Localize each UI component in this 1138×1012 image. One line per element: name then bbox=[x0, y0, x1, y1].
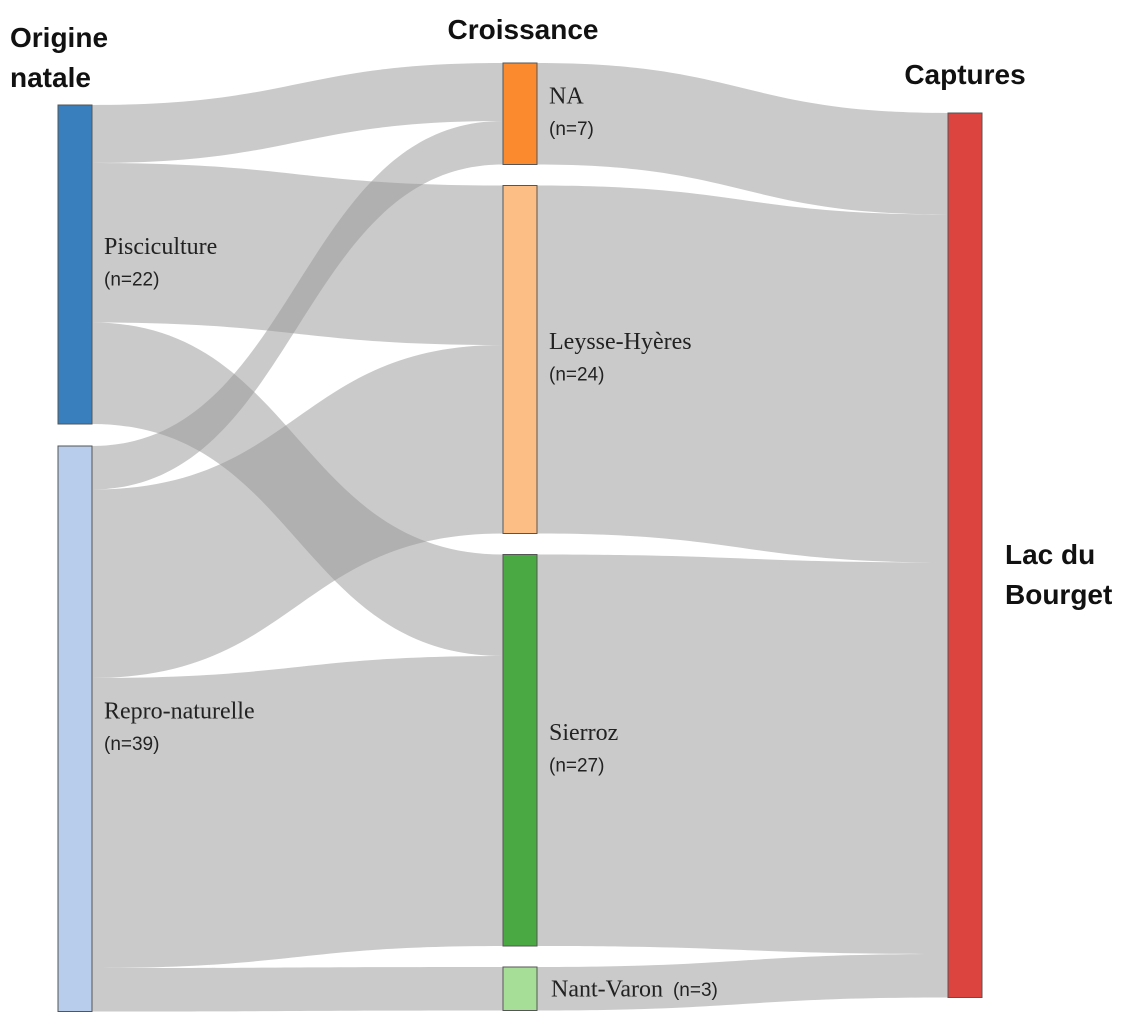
column-title: Croissance bbox=[447, 14, 599, 45]
node-bar bbox=[57, 104, 93, 425]
node-count: (n=3) bbox=[673, 980, 718, 1001]
node-label: NA bbox=[549, 83, 584, 109]
node-bar bbox=[57, 445, 93, 1012]
node-label: Repro-naturelle bbox=[104, 698, 255, 724]
column-title: Captures bbox=[904, 59, 1026, 90]
node-count: (n=24) bbox=[549, 365, 604, 386]
node-bar bbox=[502, 554, 538, 947]
flow-link bbox=[92, 63, 503, 163]
flow-link bbox=[537, 63, 948, 215]
flow-link bbox=[92, 656, 503, 968]
flow-link bbox=[537, 954, 948, 1011]
flow-link bbox=[92, 345, 503, 678]
node-count: (n=22) bbox=[104, 270, 159, 291]
node-count: (n=27) bbox=[549, 755, 604, 776]
node-label: Pisciculture bbox=[104, 234, 217, 260]
flow-link bbox=[537, 185, 948, 563]
links bbox=[92, 63, 948, 1012]
flow-link bbox=[92, 967, 503, 1012]
node-label: Nant-Varon bbox=[551, 976, 663, 1002]
node-bar bbox=[502, 185, 538, 534]
node-count: (n=7) bbox=[549, 119, 594, 140]
node-label: Lac du Bourget bbox=[1005, 539, 1113, 610]
node-bar bbox=[502, 62, 538, 165]
node-count: (n=39) bbox=[104, 734, 159, 755]
flow-link bbox=[537, 554, 948, 954]
column-title: Origine natale bbox=[10, 22, 109, 93]
node-bar bbox=[947, 112, 983, 998]
node-label: Leysse-Hyères bbox=[549, 329, 692, 355]
flow-link bbox=[92, 163, 503, 345]
node-label: Sierroz bbox=[549, 720, 618, 746]
node-bar bbox=[502, 966, 538, 1011]
flow-link bbox=[92, 121, 503, 490]
